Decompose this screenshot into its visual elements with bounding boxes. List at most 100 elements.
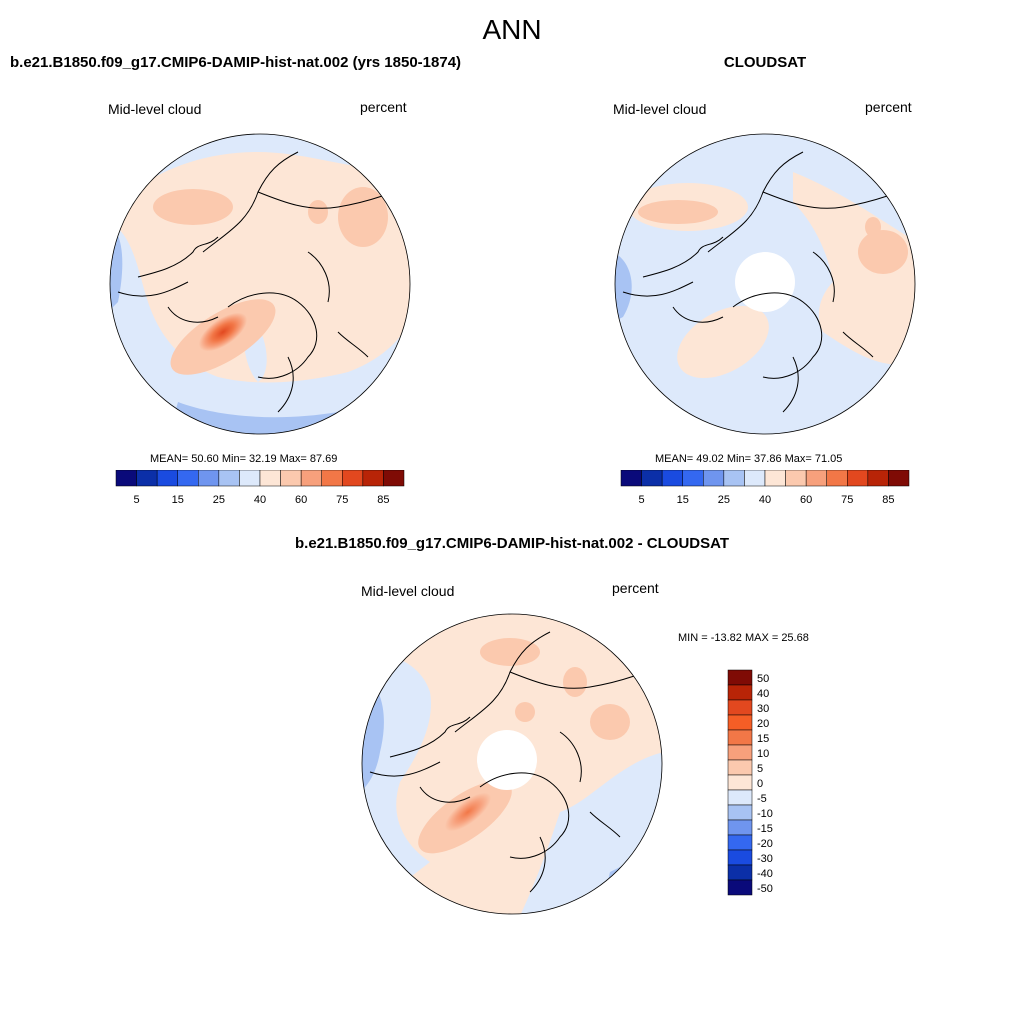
colorbar-cloudsat-tick-label: 75: [841, 494, 853, 506]
colorbar-model-tick-label: 60: [295, 494, 307, 506]
colorbar-model-swatch: [383, 470, 405, 487]
colorbar-difference-tick-label: -50: [757, 883, 773, 895]
colorbar-cloudsat-tick-label: 40: [759, 494, 771, 506]
colorbar-difference-tick-label: 15: [757, 733, 769, 745]
panel-1-stats: MEAN= 50.60 Min= 32.19 Max= 87.69: [150, 453, 338, 465]
colorbar-model-tick-label: 85: [377, 494, 389, 506]
colorbar-cloudsat-swatch: [785, 470, 807, 487]
field-high-zone: [308, 200, 328, 224]
colorbar-difference-swatch: [727, 744, 753, 761]
field-low-zone-west: [615, 252, 632, 322]
colorbar-model-tick-label: 75: [336, 494, 348, 506]
colorbar-cloudsat-tick-label: 15: [677, 494, 689, 506]
field-high-zone: [515, 702, 535, 722]
colorbar-difference-swatch: [727, 669, 753, 686]
panel-3-units-label: percent: [612, 580, 659, 596]
colorbar-difference-tick-label: -15: [757, 823, 773, 835]
colorbar-difference-swatch: [727, 789, 753, 806]
field-high-zone: [480, 638, 540, 666]
colorbar-cloudsat-tick-label: 60: [800, 494, 812, 506]
colorbar-model-swatch: [115, 470, 137, 487]
map-boundary: [361, 613, 663, 915]
panel-3-variable-label: Mid-level cloud: [361, 583, 455, 599]
colorbar-model-swatch: [136, 470, 158, 487]
map-boundary: [109, 133, 411, 435]
colorbar-model-swatch: [300, 470, 322, 487]
field-high-zone: [793, 172, 915, 365]
no-data-polar-gap: [477, 730, 537, 790]
field-high-zone: [638, 200, 718, 224]
field-low-zone: [110, 222, 410, 434]
coastlines: [622, 151, 915, 413]
colorbar-cloudsat-swatch: [682, 470, 704, 487]
colorbar-model-swatch: [321, 470, 343, 487]
colorbar-difference-swatch: [727, 819, 753, 836]
panel-1-title: b.e21.B1850.f09_g17.CMIP6-DAMIP-hist-nat…: [10, 54, 462, 71]
colorbar-difference-tick-label: 40: [757, 688, 769, 700]
colorbar-difference-swatch: [727, 834, 753, 851]
colorbar-model-tick-label: 40: [254, 494, 266, 506]
colorbar-cloudsat-swatch: [826, 470, 848, 487]
colorbar-difference-swatch: [727, 714, 753, 731]
colorbar-model-swatch: [156, 470, 178, 487]
colorbar-cloudsat-tick-label: 25: [718, 494, 730, 506]
panel-1-variable-label: Mid-level cloud: [108, 101, 202, 117]
colorbar-difference-tick-label: 20: [757, 718, 769, 730]
colorbar-cloudsat-tick-label: 85: [882, 494, 894, 506]
field-maximum-zone: [198, 312, 248, 352]
colorbar-model-swatch: [280, 470, 302, 487]
colorbar-cloudsat-swatch: [641, 470, 663, 487]
field-high-zone: [677, 305, 769, 379]
colorbar-cloudsat-swatch: [723, 470, 745, 487]
colorbar-cloudsat-swatch: [703, 470, 725, 487]
colorbar-difference-swatch: [727, 849, 753, 866]
field-maximum-zone: [444, 792, 492, 832]
colorbar-cloudsat-swatch: [847, 470, 869, 487]
colorbar-difference-tick-label: 30: [757, 703, 769, 715]
map-boundary: [614, 133, 916, 435]
panel-2-title: CLOUDSAT: [723, 54, 807, 71]
coastlines: [117, 151, 410, 413]
colorbar-model-tick-label: 15: [172, 494, 184, 506]
colorbar-model-swatch: [218, 470, 240, 487]
colorbar-difference-tick-label: 0: [757, 778, 763, 790]
colorbar-cloudsat-swatch: [764, 470, 786, 487]
colorbar-difference-tick-label: 50: [757, 673, 769, 685]
field-high-zone: [858, 230, 908, 274]
colorbar-difference-tick-label: -5: [757, 793, 767, 805]
map-model-polar: [109, 133, 411, 435]
colorbar-difference-swatch: [727, 699, 753, 716]
colorbar-model: 515254060758595: [115, 470, 405, 506]
colorbar-model-swatch: [259, 470, 281, 487]
colorbar-cloudsat-tick-label: 5: [639, 494, 645, 506]
colorbar-difference-swatch: [727, 684, 753, 701]
panel-2-variable-label: Mid-level cloud: [613, 101, 707, 117]
colorbar-model-tick-label: 5: [134, 494, 140, 506]
panel-1-units-label: percent: [360, 99, 407, 115]
colorbar-model-swatch: [177, 470, 199, 487]
colorbar-difference-swatch: [727, 804, 753, 821]
field-high-zone: [153, 189, 233, 225]
colorbar-difference-swatch: [727, 864, 753, 881]
field-high-zone: [563, 667, 587, 697]
colorbar-cloudsat-swatch: [888, 470, 910, 487]
field-high-zone: [590, 704, 630, 740]
colorbar-cloudsat-swatch: [867, 470, 889, 487]
colorbar-difference-swatch: [727, 774, 753, 791]
map-difference-polar: [361, 613, 663, 915]
colorbar-difference-tick-label: -30: [757, 853, 773, 865]
panel-3-stats: MIN = -13.82 MAX = 25.68: [678, 632, 809, 644]
colorbar-difference-tick-label: -20: [757, 838, 773, 850]
colorbar-model-swatch: [362, 470, 384, 487]
colorbar-model-tick-label: 25: [213, 494, 225, 506]
panel-2-units-label: percent: [865, 99, 912, 115]
colorbar-difference-tick-label: -10: [757, 808, 773, 820]
colorbar-difference-swatch: [727, 759, 753, 776]
colorbar-difference-swatch: [727, 729, 753, 746]
panel-3-title: b.e21.B1850.f09_g17.CMIP6-DAMIP-hist-nat…: [295, 535, 729, 552]
colorbar-model-swatch: [239, 470, 261, 487]
field-high-zone: [338, 187, 388, 247]
no-data-polar-gap: [735, 252, 795, 312]
panel-2-stats: MEAN= 49.02 Min= 37.86 Max= 71.05: [655, 453, 843, 465]
